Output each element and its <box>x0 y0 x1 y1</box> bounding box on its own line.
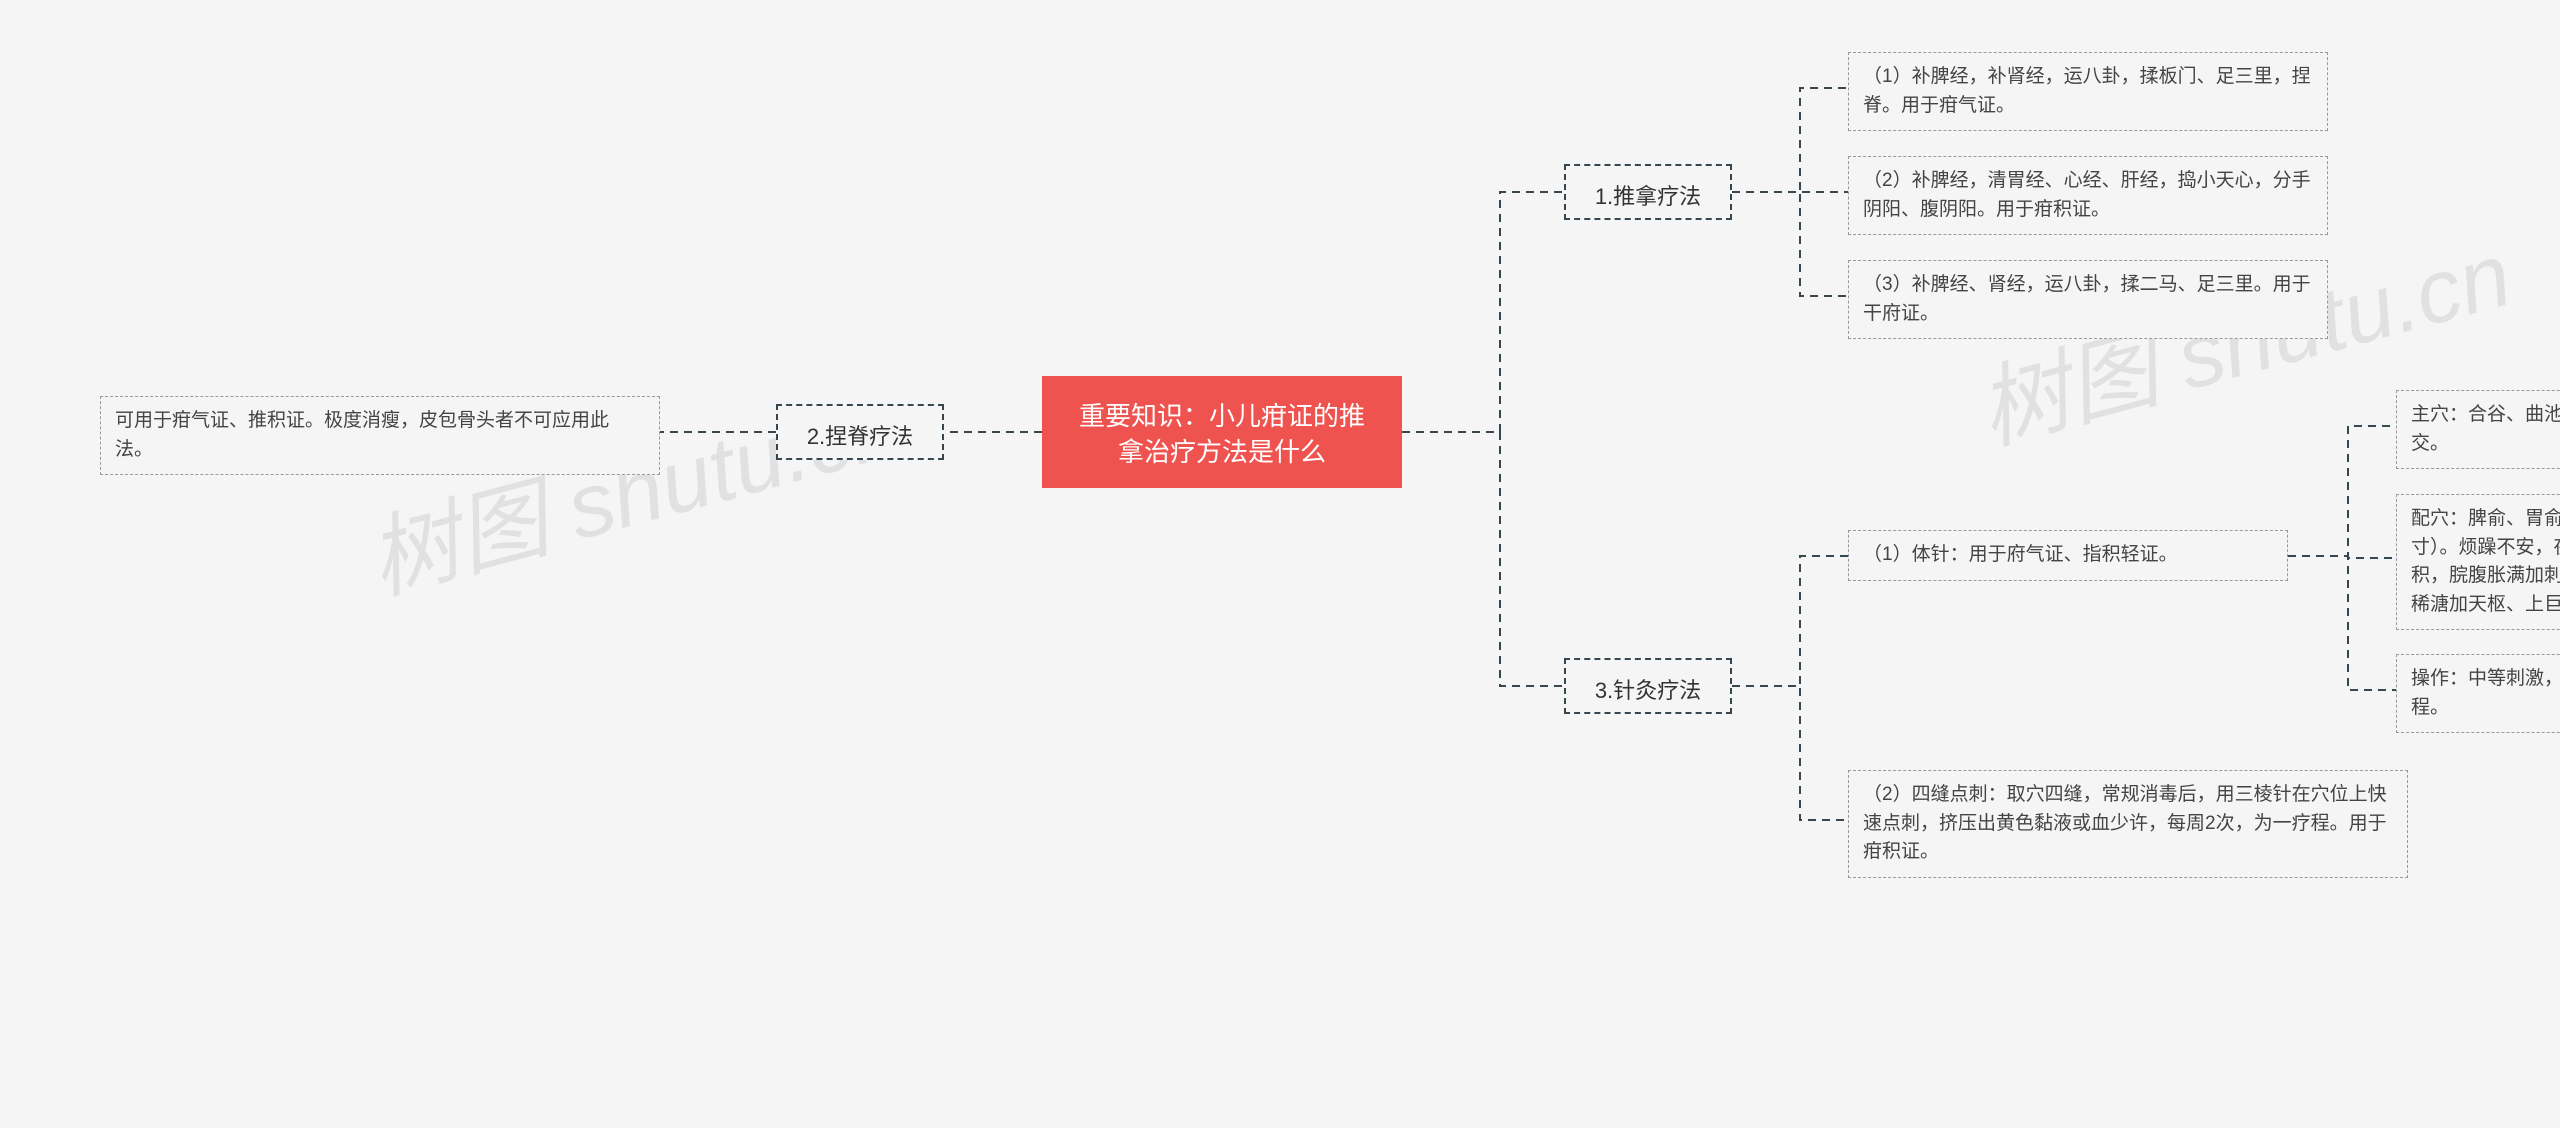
leaf-2a-text: 可用于疳气证、推积证。极度消瘦，皮包骨头者不可应用此法。 <box>115 410 609 460</box>
branch-3a-label: （1）体针：用于府气证、指积轻证。 <box>1863 544 2178 565</box>
branch-2-label: 2.捏脊疗法 <box>807 424 913 449</box>
leaf-1b: （2）补脾经，清胃经、心经、肝经，捣小天心，分手阴阳、腹阴阳。用于疳积证。 <box>1848 156 2328 235</box>
branch-3: 3.针灸疗法 <box>1564 658 1732 714</box>
leaf-3a1: 主穴：合谷、曲池、中脘、气海、足三里、三阴交。 <box>2396 390 2560 469</box>
branch-2: 2.捏脊疗法 <box>776 404 944 460</box>
branch-1: 1.推拿疗法 <box>1564 164 1732 220</box>
leaf-1a: （1）补脾经，补肾经，运八卦，揉板门、足三里，捏脊。用于疳气证。 <box>1848 52 2328 131</box>
root-label: 重要知识：小儿疳证的推拿治疗方法是什么 <box>1066 398 1378 471</box>
leaf-2a: 可用于疳气证、推积证。极度消瘦，皮包骨头者不可应用此法。 <box>100 396 660 475</box>
branch-3-label: 3.针灸疗法 <box>1595 678 1701 703</box>
leaf-3a2: 配穴：脾俞、胃俞、痞根（奇穴，第一腰椎旁开3.5寸）。烦躁不安，夜眠不宁加神门、… <box>2396 494 2560 630</box>
leaf-3b: （2）四缝点刺：取穴四缝，常规消毒后，用三棱针在穴位上快速点刺，挤压出黄色黏液或… <box>1848 770 2408 878</box>
branch-3a: （1）体针：用于府气证、指积轻证。 <box>1848 530 2288 581</box>
root-node: 重要知识：小儿疳证的推拿治疗方法是什么 <box>1042 376 1402 488</box>
leaf-3b-text: （2）四缝点刺：取穴四缝，常规消毒后，用三棱针在穴位上快速点刺，挤压出黄色黏液或… <box>1863 784 2387 862</box>
leaf-3a2-text: 配穴：脾俞、胃俞、痞根（奇穴，第一腰椎旁开3.5寸）。烦躁不安，夜眠不宁加神门、… <box>2411 508 2560 615</box>
leaf-1c-text: （3）补脾经、肾经，运八卦，揉二马、足三里。用于干府证。 <box>1863 274 2311 324</box>
leaf-3a3-text: 操作：中等刺激，不留针。每日1次，7日为一疗程。 <box>2411 668 2560 718</box>
leaf-1c: （3）补脾经、肾经，运八卦，揉二马、足三里。用于干府证。 <box>1848 260 2328 339</box>
leaf-3a1-text: 主穴：合谷、曲池、中脘、气海、足三里、三阴交。 <box>2411 404 2560 454</box>
leaf-1a-text: （1）补脾经，补肾经，运八卦，揉板门、足三里，捏脊。用于疳气证。 <box>1863 66 2311 116</box>
leaf-1b-text: （2）补脾经，清胃经、心经、肝经，捣小天心，分手阴阳、腹阴阳。用于疳积证。 <box>1863 170 2311 220</box>
branch-1-label: 1.推拿疗法 <box>1595 184 1701 209</box>
leaf-3a3: 操作：中等刺激，不留针。每日1次，7日为一疗程。 <box>2396 654 2560 733</box>
watermark-1: 树图 shutu.cn <box>352 352 912 619</box>
